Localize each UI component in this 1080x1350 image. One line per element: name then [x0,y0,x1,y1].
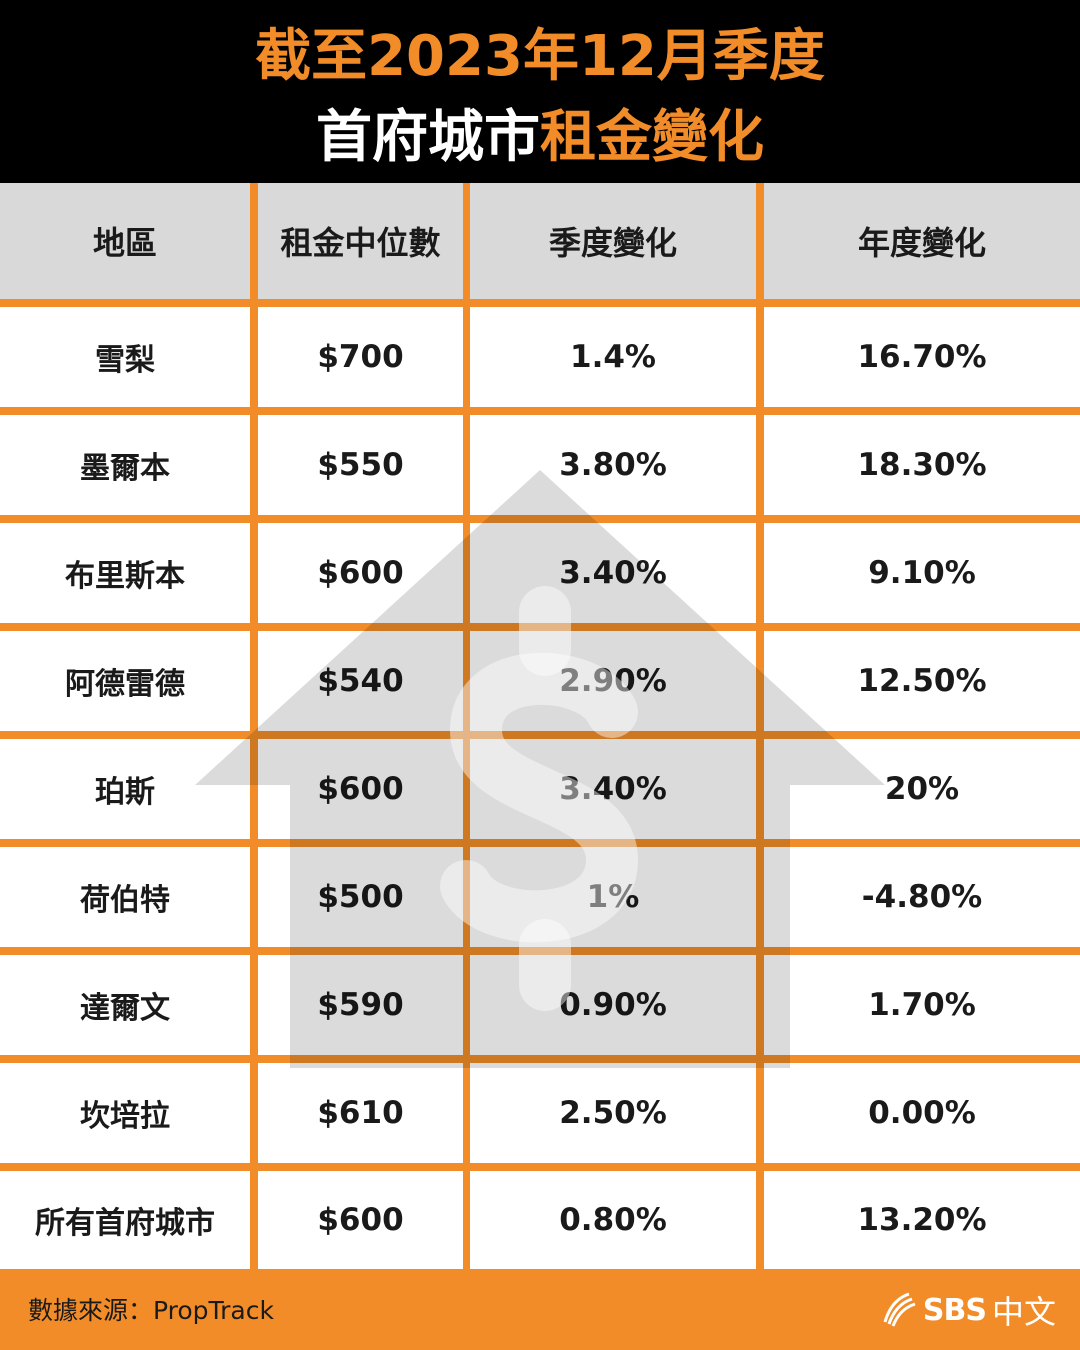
table-cell-annual-change: 9.10% [764,523,1080,623]
title-line-1: 截至2023年12月季度 [255,24,825,89]
table-cell-region: 布里斯本 [0,523,250,623]
table-cell-region: 珀斯 [0,739,250,839]
rent-table: 地區 租金中位數 季度變化 年度變化 雪梨 $700 1.4% 16.70% 墨爾本 $550 3.… [0,183,1080,1272]
table-cell-region: 阿德雷德 [0,631,250,731]
table-cell-annual-change: 0.00% [764,1063,1080,1163]
table-cell-median-rent: $610 [258,1063,463,1163]
table-cell-median-rent: $540 [258,631,463,731]
table-cell-quarterly-change: 3.40% [470,739,756,839]
title-line-2-white: 首府城市 [316,105,540,170]
table-cell-median-rent: $700 [258,307,463,407]
title-line-2-accent: 租金變化 [540,105,764,170]
table-cell-region: 墨爾本 [0,415,250,515]
table-cell-region: 荷伯特 [0,847,250,947]
table-cell-annual-change: 13.20% [764,1171,1080,1269]
data-source: 數據來源：PropTrack [28,1296,274,1325]
table-cell-annual-change: 18.30% [764,415,1080,515]
table-cell-region: 坎培拉 [0,1063,250,1163]
table-cell-region: 雪梨 [0,307,250,407]
table-cell-quarterly-change: 1.4% [470,307,756,407]
footer: 數據來源：PropTrack SBS 中文 [0,1272,1080,1350]
table-cell-annual-change: 1.70% [764,955,1080,1055]
table-cell-median-rent: $590 [258,955,463,1055]
sbs-wave-icon [883,1292,916,1327]
column-header-region: 地區 [0,183,250,299]
table-cell-annual-change: 16.70% [764,307,1080,407]
column-header-quarterly-change: 季度變化 [470,183,756,299]
column-header-median-rent: 租金中位數 [258,183,463,299]
table-cell-quarterly-change: 2.90% [470,631,756,731]
table-cell-quarterly-change: 0.80% [470,1171,756,1269]
table-cell-median-rent: $600 [258,1171,463,1269]
table-cell-region: 所有首府城市 [0,1171,250,1269]
brand-chinese-text: 中文 [991,1293,1056,1331]
table-cell-quarterly-change: 3.80% [470,415,756,515]
title-line-2: 首府城市租金變化 [0,102,1080,174]
table-cell-median-rent: $600 [258,739,463,839]
table-cell-median-rent: $600 [258,523,463,623]
brand-logo-text: SBS [922,1292,987,1328]
table-cell-median-rent: $500 [258,847,463,947]
table-cell-annual-change: 12.50% [764,631,1080,731]
column-header-annual-change: 年度變化 [764,183,1080,299]
table-cell-region: 達爾文 [0,955,250,1055]
table-cell-quarterly-change: 2.50% [470,1063,756,1163]
title-banner: 截至2023年12月季度 首府城市租金變化 [0,0,1080,183]
table-cell-annual-change: 20% [764,739,1080,839]
table-cell-quarterly-change: 0.90% [470,955,756,1055]
table-cell-quarterly-change: 1% [470,847,756,947]
table-cell-annual-change: -4.80% [764,847,1080,947]
table-cell-median-rent: $550 [258,415,463,515]
table-cell-quarterly-change: 3.40% [470,523,756,623]
brand-logo: SBS 中文 [879,1286,1056,1334]
